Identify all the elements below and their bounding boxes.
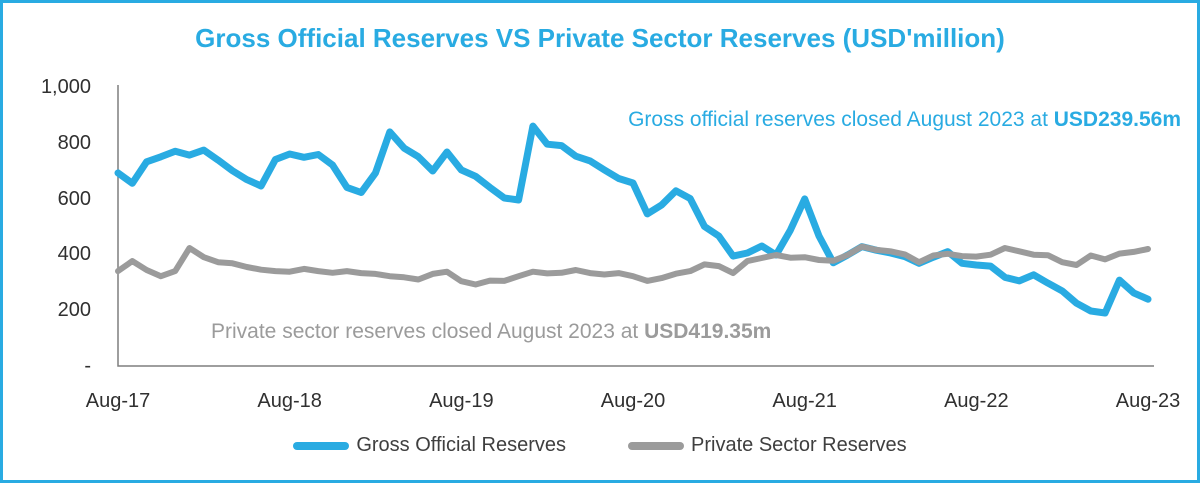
x-tick-label: Aug-20 [600,390,666,412]
y-tick-label: - [84,355,91,377]
chart-title: Gross Official Reserves VS Private Secto… [195,23,1005,53]
legend-item-gross: Gross Official Reserves [293,434,566,457]
y-tick-label: 600 [57,187,91,210]
y-tick-label: 400 [57,243,91,266]
annotation-gross-value: USD239.56m [1053,108,1181,131]
legend-line-sample-private [628,441,685,450]
y-tick-label: 200 [57,299,91,322]
legend-line-sample-gross [293,441,350,450]
annotation-private-value: USD419.35m [644,320,772,343]
x-tick-label: Aug-18 [257,390,322,412]
series-line-gross-official-reserves [114,122,1152,317]
chart-legend: Gross Official Reserves Private Sector R… [3,434,1197,457]
x-tick-label: Aug-17 [85,390,151,412]
annotation-private-text: Private sector reserves closed August 20… [211,320,645,343]
legend-label-private: Private Sector Reserves [691,434,907,456]
series-line-private-sector-reserves [115,243,1151,288]
line-chart [114,85,1154,367]
x-tick-label: Aug-19 [429,390,494,412]
annotation-gross-reserves: Gross official reserves closed August 20… [628,108,1181,132]
axis-lines [117,85,1154,367]
x-tick-label: Aug-22 [944,390,1009,412]
annotation-private-reserves: Private sector reserves closed August 20… [211,320,771,344]
legend-label-gross: Gross Official Reserves [356,434,567,456]
annotation-gross-text: Gross official reserves closed August 20… [628,108,1054,131]
y-tick-label: 1,000 [40,76,91,98]
y-tick-label: 800 [57,131,91,154]
legend-item-private: Private Sector Reserves [628,434,907,457]
x-tick-label: Aug-21 [772,390,837,412]
x-tick-label: Aug-23 [1115,390,1181,412]
